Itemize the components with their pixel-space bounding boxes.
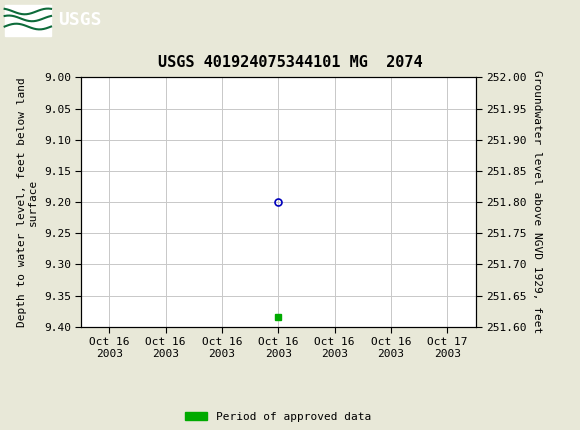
Legend: Period of approved data: Period of approved data [181,407,376,426]
Text: USGS: USGS [58,12,102,29]
Text: USGS 401924075344101 MG  2074: USGS 401924075344101 MG 2074 [158,55,422,70]
Y-axis label: Depth to water level, feet below land
surface: Depth to water level, feet below land su… [17,77,38,327]
Bar [5,5,51,36]
Y-axis label: Groundwater level above NGVD 1929, feet: Groundwater level above NGVD 1929, feet [532,71,542,334]
